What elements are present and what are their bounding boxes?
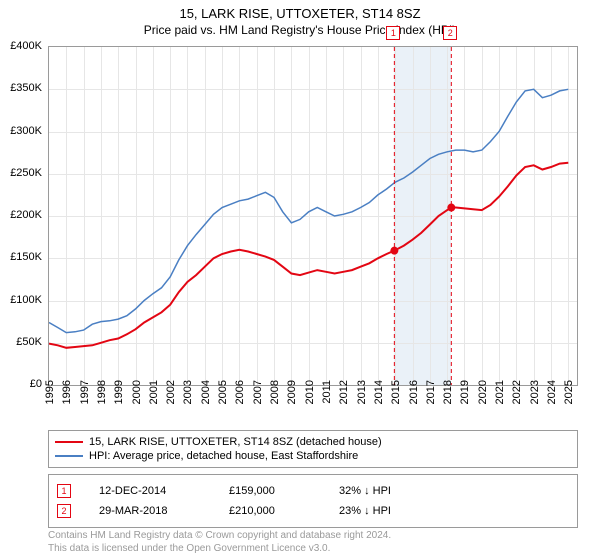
x-tick-label: 2000 [131,380,143,420]
sale-marker-label: 1 [386,26,400,40]
chart-subtitle: Price paid vs. HM Land Registry's House … [0,21,600,41]
x-tick-label: 2023 [529,380,541,420]
sale-dot [390,247,398,255]
x-tick-label: 2002 [165,380,177,420]
y-tick-label: £400K [0,40,42,52]
y-tick-label: £100K [0,294,42,306]
x-tick-label: 2024 [546,380,558,420]
chart-container: 15, LARK RISE, UTTOXETER, ST14 8SZ Price… [0,0,600,560]
y-tick-label: £250K [0,167,42,179]
sale-row-marker: 2 [57,504,71,518]
legend-swatch [55,441,83,443]
y-tick-label: £300K [0,125,42,137]
x-tick-label: 1998 [96,380,108,420]
x-tick-label: 2010 [304,380,316,420]
sale-row: 2 29-MAR-2018£210,00023% ↓ HPI [57,501,569,521]
x-tick-label: 2012 [338,380,350,420]
series-price_paid [49,163,568,348]
x-tick-label: 2025 [563,380,575,420]
x-tick-label: 2020 [477,380,489,420]
x-tick-label: 2003 [182,380,194,420]
x-tick-label: 2009 [286,380,298,420]
plot-area [48,46,578,386]
sale-price: £159,000 [229,485,339,497]
x-tick-label: 2008 [269,380,281,420]
x-tick-label: 2021 [494,380,506,420]
sale-date: 12-DEC-2014 [99,485,229,497]
credits-line-2: This data is licensed under the Open Gov… [48,543,391,556]
x-tick-label: 2018 [442,380,454,420]
credits: Contains HM Land Registry data © Crown c… [48,530,391,555]
x-tick-label: 2006 [234,380,246,420]
x-tick-label: 1999 [113,380,125,420]
y-tick-label: £50K [0,336,42,348]
legend-row: HPI: Average price, detached house, East… [55,449,571,463]
line-svg [49,47,577,385]
x-tick-label: 2019 [459,380,471,420]
series-hpi [49,89,568,332]
sale-dot [447,204,455,212]
sale-row-marker: 1 [57,484,71,498]
x-tick-label: 1997 [79,380,91,420]
x-tick-label: 2017 [425,380,437,420]
legend-label: 15, LARK RISE, UTTOXETER, ST14 8SZ (deta… [89,436,382,448]
x-tick-label: 2007 [252,380,264,420]
y-tick-label: £0 [0,378,42,390]
x-tick-label: 2013 [356,380,368,420]
sales-table: 1 12-DEC-2014£159,00032% ↓ HPI 2 29-MAR-201… [48,474,578,528]
x-tick-label: 2004 [200,380,212,420]
x-tick-label: 2016 [408,380,420,420]
x-tick-label: 1996 [61,380,73,420]
legend-box: 15, LARK RISE, UTTOXETER, ST14 8SZ (deta… [48,430,578,468]
sale-diff: 32% ↓ HPI [339,485,391,497]
legend-label: HPI: Average price, detached house, East… [89,450,358,462]
x-tick-label: 2014 [373,380,385,420]
x-tick-label: 2005 [217,380,229,420]
credits-line-1: Contains HM Land Registry data © Crown c… [48,530,391,543]
y-tick-label: £150K [0,251,42,263]
y-tick-label: £200K [0,209,42,221]
x-tick-label: 1995 [44,380,56,420]
legend-row: 15, LARK RISE, UTTOXETER, ST14 8SZ (deta… [55,435,571,449]
sale-price: £210,000 [229,505,339,517]
sale-marker-label: 2 [443,26,457,40]
sale-diff: 23% ↓ HPI [339,505,391,517]
legend-swatch [55,455,83,457]
sale-date: 29-MAR-2018 [99,505,229,517]
sale-row: 1 12-DEC-2014£159,00032% ↓ HPI [57,481,569,501]
chart-title: 15, LARK RISE, UTTOXETER, ST14 8SZ [0,0,600,21]
x-tick-label: 2001 [148,380,160,420]
x-tick-label: 2022 [511,380,523,420]
x-tick-label: 2011 [321,380,333,420]
y-tick-label: £350K [0,82,42,94]
x-tick-label: 2015 [390,380,402,420]
